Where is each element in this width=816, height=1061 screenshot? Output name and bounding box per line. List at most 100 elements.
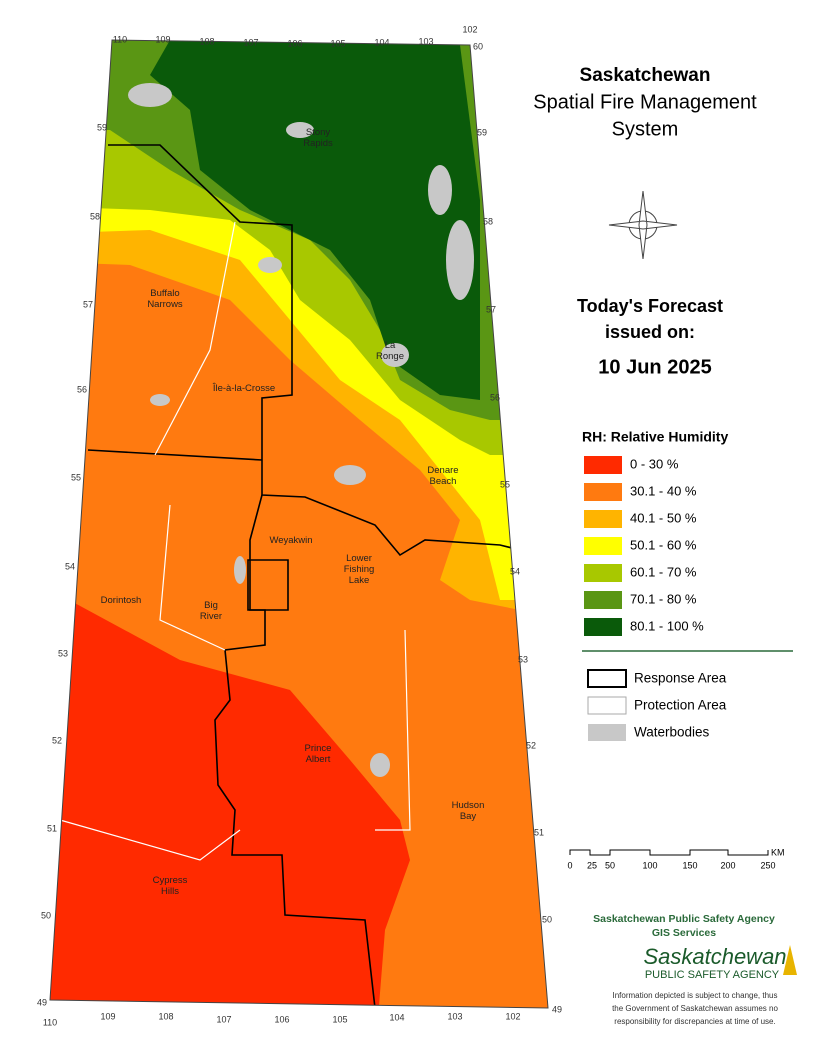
province-outline bbox=[49, 39, 549, 1009]
agency-name: Saskatchewan Public Safety Agency bbox=[593, 913, 775, 925]
legend-label: 60.1 - 70 % bbox=[630, 564, 697, 579]
disclaimer: Information depicted is subject to chang… bbox=[613, 991, 778, 1000]
place-label: Denare Beach bbox=[427, 465, 458, 487]
graticule-label: 106 bbox=[287, 38, 302, 48]
graticule-label: 59 bbox=[477, 127, 487, 137]
scale-labels: 0 25 50 100 150 200 250 KM bbox=[567, 847, 784, 870]
place-label: Lower Fishing Lake bbox=[344, 553, 375, 586]
legend-label: Protection Area bbox=[634, 698, 727, 713]
place-labels: Stony Rapids Buffalo Narrows Île-à-la-Crosse… bbox=[101, 127, 485, 897]
graticule-label: 58 bbox=[483, 216, 493, 226]
graticule-label: 56 bbox=[490, 392, 500, 402]
graticule-label: 108 bbox=[199, 36, 214, 46]
place-label: Cypress Hills bbox=[153, 875, 188, 897]
graticule-label: 107 bbox=[216, 1014, 231, 1024]
disclaimer: the Government of Saskatchewan assumes n… bbox=[612, 1004, 778, 1013]
swatch-protection bbox=[587, 696, 627, 715]
graticule-label: 57 bbox=[486, 304, 496, 314]
graticule-label: 110 bbox=[43, 1017, 57, 1027]
legend-label: 50.1 - 60 % bbox=[630, 537, 697, 552]
graticule-label: 51 bbox=[534, 827, 544, 837]
legend-title: RH: Relative Humidity bbox=[582, 429, 728, 445]
scale-label: 0 bbox=[567, 860, 572, 870]
forecast: Today's Forecast bbox=[577, 296, 723, 316]
logo-main: Saskatchewan bbox=[643, 944, 786, 969]
graticule-labels: 110 109 108 107 106 105 104 103 102 60 110 109 108 10… bbox=[37, 24, 562, 1027]
title: Saskatchewan bbox=[580, 65, 711, 86]
graticule-label: 108 bbox=[158, 1011, 173, 1021]
legend-label: 40.1 - 50 % bbox=[630, 510, 697, 525]
compass bbox=[608, 190, 678, 260]
graticule-label: 105 bbox=[330, 38, 345, 48]
scale-unit: KM bbox=[771, 847, 785, 857]
graticule-label: 50 bbox=[41, 910, 51, 920]
graticule-label: 102 bbox=[505, 1011, 520, 1021]
graticule-label: 49 bbox=[37, 997, 47, 1007]
graticule-label: 109 bbox=[100, 1011, 115, 1021]
legend-label: Waterbodies bbox=[634, 725, 710, 740]
legend-swatch bbox=[584, 483, 622, 501]
place-label: Weyakwin bbox=[269, 535, 312, 546]
scale-label: 150 bbox=[682, 860, 697, 870]
legend: 0 - 30 % 30.1 - 40 % 40.1 - 50 % 50.1 - 60 … bbox=[584, 456, 704, 636]
graticule-label: 50 bbox=[542, 914, 552, 924]
scale-label: 25 bbox=[587, 860, 597, 870]
protection-areas bbox=[59, 221, 411, 861]
legend-label: 70.1 - 80 % bbox=[630, 591, 697, 606]
legend-swatch bbox=[584, 537, 622, 555]
graticule-label: 104 bbox=[389, 1012, 404, 1022]
graticule-label: 110 bbox=[113, 34, 127, 44]
graticule-label: 52 bbox=[52, 735, 62, 745]
graticule-label: 49 bbox=[552, 1004, 562, 1014]
graticule-label: 55 bbox=[71, 472, 81, 482]
graticule-label: 103 bbox=[447, 1011, 462, 1021]
graticule-label: 107 bbox=[243, 37, 258, 47]
graticule-label: 105 bbox=[332, 1014, 347, 1024]
place-label: Dorintosh bbox=[101, 595, 142, 606]
subtitle: System bbox=[612, 118, 679, 140]
subtitle: Spatial Fire Management bbox=[533, 91, 757, 113]
graticule-label: 106 bbox=[274, 1014, 289, 1024]
scale-label: 50 bbox=[605, 860, 615, 870]
place-label: Île-à-la-Crosse bbox=[212, 383, 275, 394]
logo-sub: PUBLIC SAFETY AGENCY bbox=[645, 969, 780, 981]
swatch-water bbox=[588, 724, 626, 741]
legend-label: 30.1 - 40 % bbox=[630, 483, 697, 498]
swatch-response bbox=[587, 669, 627, 688]
place-label: Stony Rapids bbox=[303, 127, 333, 149]
graticule-label: 53 bbox=[518, 654, 528, 664]
legend-swatch bbox=[584, 456, 622, 474]
graticule-label: 103 bbox=[418, 36, 433, 46]
place-label: La Ronge bbox=[376, 340, 404, 362]
agency-unit: GIS Services bbox=[652, 927, 716, 939]
graticule-label: 59 bbox=[97, 122, 107, 132]
band bbox=[150, 40, 480, 400]
scale-label: 100 bbox=[642, 860, 657, 870]
graticule-label: 53 bbox=[58, 648, 68, 658]
legend-label: 80.1 - 100 % bbox=[630, 618, 704, 633]
place-label: Hudson Bay bbox=[452, 800, 485, 822]
graticule-label: 102 bbox=[462, 24, 477, 34]
graticule-label: 58 bbox=[90, 211, 100, 221]
response-areas bbox=[87, 144, 521, 1008]
graticule-label: 54 bbox=[65, 561, 75, 571]
graticule-label: 60 bbox=[473, 41, 483, 51]
graticule-label: 104 bbox=[374, 37, 389, 47]
scale-label: 250 bbox=[760, 860, 775, 870]
legend-swatch bbox=[584, 564, 622, 582]
graticule-label: 54 bbox=[510, 566, 520, 576]
graticule-label: 57 bbox=[83, 299, 93, 309]
disclaimer: responsibility for discrepancies at time… bbox=[614, 1017, 775, 1026]
legend-swatch bbox=[584, 591, 622, 609]
logo-mark bbox=[783, 945, 797, 975]
graticule-label: 55 bbox=[500, 479, 510, 489]
waterbodies bbox=[128, 83, 474, 777]
graticule-label: 52 bbox=[526, 740, 536, 750]
place-label: Big River bbox=[200, 600, 222, 622]
place-label: Prince Albert bbox=[305, 743, 332, 765]
legend-swatch bbox=[584, 618, 622, 636]
graticule-label: 51 bbox=[47, 823, 57, 833]
